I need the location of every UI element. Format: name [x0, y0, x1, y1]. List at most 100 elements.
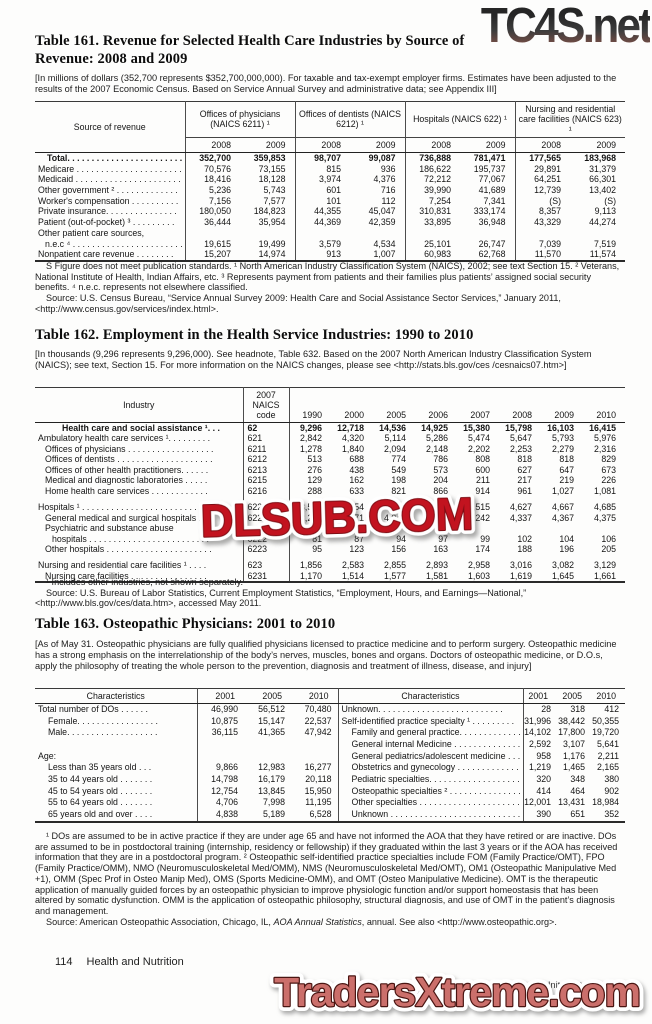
cell-value: 651 [570, 808, 585, 819]
row-label: Health care and social assistance ¹. . . [62, 423, 220, 433]
table-row: Age: General pediatrics/adolescent medic… [35, 750, 625, 763]
watermark-bottom-text: TradersXtreme.com [274, 969, 640, 1015]
cell-value: 198 [391, 475, 406, 486]
cell-value: 204 [433, 475, 448, 486]
watermark-top: TC4S.net [480, 0, 652, 53]
year-header: 2005 [373, 387, 415, 423]
cell-value: 5,793 [551, 433, 574, 444]
cell-value: 2,165 [596, 762, 619, 773]
table-row: General internal Medicine . . . . . . . … [35, 738, 625, 751]
table-row: Female. . . . . . . . . . . . . . . . . … [35, 715, 625, 728]
cell-value [196, 738, 244, 751]
cell-value: 45,047 [368, 206, 396, 217]
cell-value: 1,577 [383, 570, 406, 581]
table-row: Medical and diagnostic laboratories . . … [35, 475, 625, 486]
cell-value: 64,251 [514, 174, 570, 185]
cell-value: 15,380 [463, 423, 490, 433]
row-label: Offices of other health practitioners. .… [45, 464, 209, 475]
table-row: 55 to 64 years old . . . . . . . 4,706 7… [35, 797, 625, 809]
watermark-middle-text: DLSUB.COM [200, 488, 474, 547]
year-header: 2000 [331, 387, 373, 423]
cell-value: (S) [514, 195, 570, 207]
cell-value: (S) [604, 195, 617, 206]
cell-value: 320 [522, 773, 557, 786]
cell-value: 46,990 [196, 703, 244, 716]
cell-value: 808 [475, 454, 490, 465]
cell-value: 688 [349, 454, 364, 465]
cell-value: 9,113 [594, 206, 617, 217]
cell-value: 19,615 [184, 227, 240, 250]
cell-value: 961 [517, 485, 532, 496]
cell-value: 359,853 [253, 152, 286, 163]
table-row: Home health care services . . . . . . . … [35, 485, 625, 497]
year-header: 2001 [522, 688, 557, 704]
source-text: Source: U.S. Bureau of Labor Statistics,… [35, 587, 527, 609]
cell-value: 41,689 [478, 185, 506, 195]
row-label: Other government ² . . . . . . . . . . .… [38, 185, 178, 195]
naics-code: 6216 [242, 485, 290, 497]
cell-value: 14,925 [421, 423, 448, 433]
table-row: 45 to 54 years old . . . . . . . 12,754 … [35, 785, 625, 798]
cell-value: 9,866 [196, 762, 244, 774]
cell-value: 20,118 [305, 773, 332, 784]
cell-value: 77,067 [478, 174, 506, 185]
cell-value: 913 [294, 249, 350, 261]
cell-value: 7,519 [594, 238, 617, 249]
table-row: General medical and surgical hospitals .… [35, 512, 625, 524]
column-header: 2007 NAICS code [242, 387, 290, 423]
cell-value: 29,891 [514, 163, 570, 175]
cell-value: 112 [381, 195, 396, 206]
table-row: Other hospitals . . . . . . . . . . . . … [35, 543, 625, 555]
cell-value: 914 [475, 485, 490, 496]
cell-value: 7,577 [263, 195, 286, 206]
cell-value: 7,254 [404, 195, 460, 207]
cell-value: 18,128 [258, 174, 286, 185]
cell-value: 36,444 [184, 217, 240, 228]
source-text: Source: American Osteopathic Association… [35, 917, 625, 928]
cell-value: 36,948 [478, 217, 506, 228]
cell-value: 31,379 [589, 163, 617, 174]
cell-value: 13,431 [558, 797, 585, 808]
row-label: Total. . . . . . . . . . . . . . . . . .… [47, 152, 185, 163]
year-header: 2008 [514, 137, 570, 153]
cell-value: 39,990 [404, 185, 460, 196]
cell-value: 35,954 [258, 217, 286, 228]
cell-value: 183,968 [584, 152, 617, 163]
cell-value: 18,416 [184, 174, 240, 185]
year-header: 1990 [289, 387, 331, 423]
cell-value: 219 [559, 475, 574, 486]
cell-value: 5,286 [425, 433, 448, 444]
naics-code: 6213 [242, 464, 290, 476]
cell-value: 1,081 [593, 485, 616, 496]
cell-value: 66,301 [589, 174, 617, 185]
cell-value: 186,622 [404, 163, 460, 175]
cell-value: 2,094 [383, 443, 406, 454]
cell-value: 129 [307, 475, 322, 486]
cell-value: 601 [294, 185, 350, 196]
cell-value: 352,700 [184, 152, 240, 164]
table-row: Offices of dentists . . . . . . . . . . … [35, 454, 625, 465]
cell-value: 211 [475, 475, 490, 486]
cell-value: 4,685 [593, 502, 616, 513]
cell-value: 36,115 [196, 727, 244, 739]
cell-value: 3,671 [341, 512, 364, 523]
cell-value: 4,706 [196, 797, 244, 809]
page-number: 114 [55, 956, 73, 968]
page-footer-left: 114 Health and Nutrition [55, 956, 184, 968]
row-label [35, 739, 197, 751]
cell-value: 99 [480, 533, 490, 544]
cell-value: 12,739 [514, 185, 570, 196]
cell-value: 19,499 [258, 238, 286, 249]
cell-value: 2,842 [299, 433, 322, 444]
cell-value: 13,402 [589, 185, 617, 195]
row-label: General pediatrics/adolescent medicine .… [337, 750, 523, 763]
cell-value: 549 [391, 464, 406, 475]
row-label: Hospitals ¹ . . . . . . . . . . . . . . … [38, 502, 207, 513]
column-header: Industry [35, 387, 243, 423]
cell-value: 12,983 [258, 762, 285, 773]
cell-value: 4,627 [509, 502, 532, 513]
cell-value: 12,754 [196, 785, 244, 798]
cell-value: 6,528 [309, 808, 332, 819]
cell-value: 4,045 [383, 512, 406, 523]
